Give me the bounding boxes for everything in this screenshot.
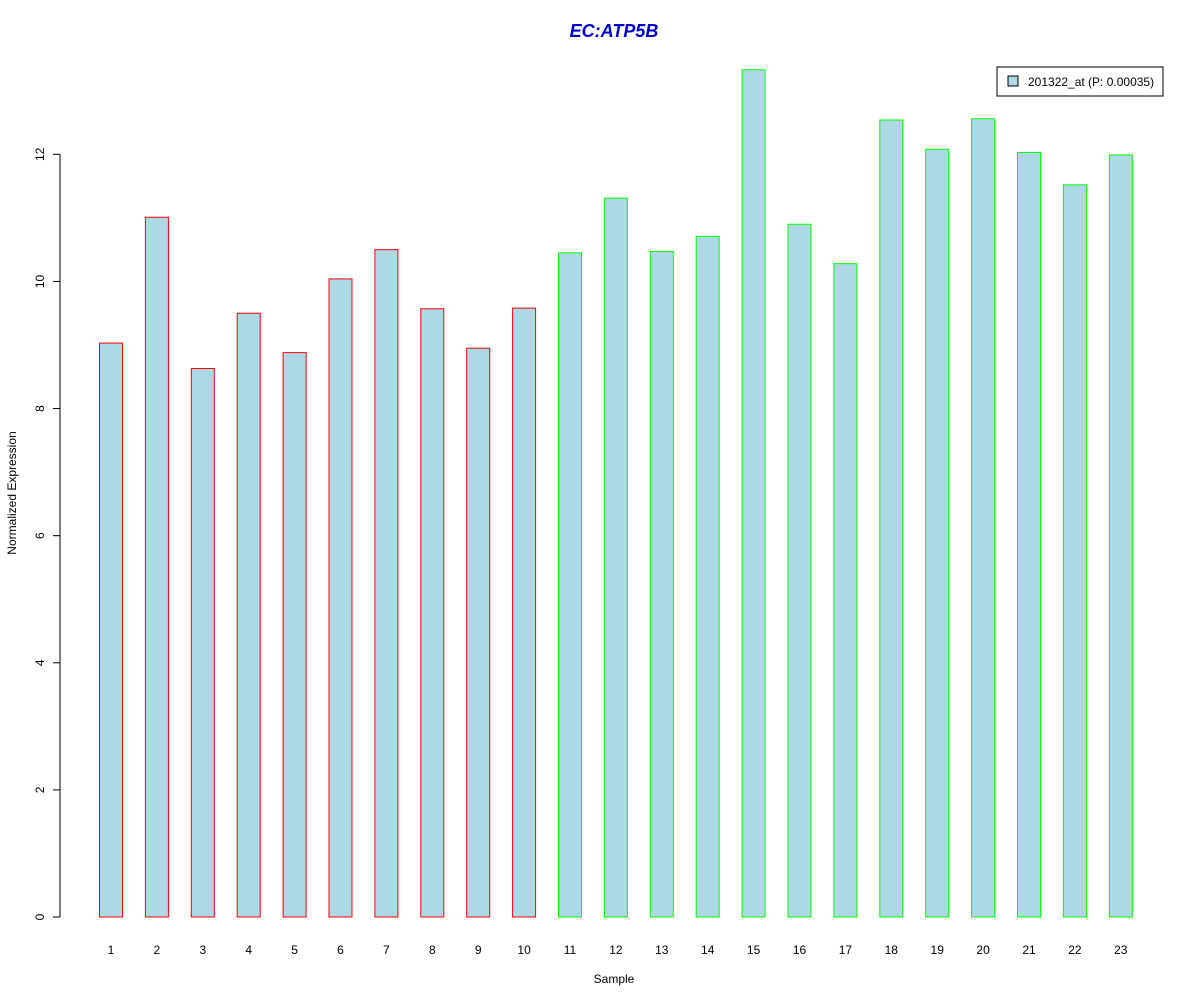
x-tick-label: 23: [1114, 943, 1128, 957]
x-tick-label: 15: [747, 943, 761, 957]
bar: [971, 118, 996, 918]
x-tick-label: 4: [245, 943, 252, 957]
x-tick-label: 7: [383, 943, 390, 957]
y-tick-label: 2: [33, 786, 47, 793]
x-tick-label: 5: [291, 943, 298, 957]
x-tick-label: 3: [199, 943, 206, 957]
x-tick-label: 16: [793, 943, 807, 957]
x-axis-label: Sample: [594, 972, 635, 986]
bar: [787, 223, 812, 918]
x-tick-label: 13: [655, 943, 669, 957]
bar: [144, 216, 169, 918]
y-tick-label: 12: [33, 147, 47, 161]
x-tick-label: 8: [429, 943, 436, 957]
bar: [649, 251, 674, 918]
bar: [99, 342, 123, 918]
x-tick-label: 18: [885, 943, 899, 957]
y-tick-label: 0: [33, 913, 47, 920]
x-tick-label: 6: [337, 943, 344, 957]
y-axis: 0 2 4 6 8 10 12: [33, 147, 61, 920]
bars-group: [99, 69, 1133, 918]
x-tick-label: 10: [517, 943, 531, 957]
bar: [1108, 154, 1133, 918]
bar: [282, 352, 307, 918]
bar: [236, 312, 261, 918]
y-tick-label: 6: [33, 532, 47, 539]
x-tick-label: 21: [1022, 943, 1036, 957]
x-tick-label: 11: [564, 943, 577, 957]
bar: [420, 308, 445, 918]
x-tick-label: 12: [609, 943, 623, 957]
bar: [833, 263, 858, 918]
bar: [374, 249, 399, 918]
x-tick-label: 17: [839, 943, 853, 957]
y-axis-label: Normalized Expression: [5, 431, 19, 554]
legend-swatch: [1007, 75, 1019, 87]
bar: [328, 278, 353, 918]
y-tick-label: 4: [33, 659, 47, 666]
bar: [558, 252, 582, 918]
x-tick-label: 1: [108, 943, 115, 957]
bar: [1062, 184, 1087, 918]
x-tick-labels: 1 2 3 4 5 6 7 8 9 10 11 12 13 14 15 16 17 18 19 20 21 22 23: [108, 943, 1128, 957]
chart-title: EC:ATP5B: [570, 21, 659, 41]
bar: [512, 307, 537, 918]
bar: [190, 368, 215, 918]
bar: [879, 119, 904, 918]
bar: [466, 347, 491, 918]
bar: [695, 235, 720, 918]
legend-box: [996, 66, 1164, 97]
legend-label: 201322_at (P: 0.00035): [1028, 75, 1154, 89]
y-tick-label: 10: [33, 274, 47, 288]
x-tick-label: 22: [1068, 943, 1082, 957]
y-tick-label: 8: [33, 405, 47, 412]
x-tick-label: 9: [475, 943, 482, 957]
x-tick-label: 2: [154, 943, 161, 957]
x-tick-label: 20: [976, 943, 990, 957]
bar: [603, 197, 628, 918]
x-tick-label: 14: [701, 943, 715, 957]
bar: [925, 148, 950, 918]
x-tick-label: 19: [931, 943, 945, 957]
legend: 201322_at (P: 0.00035): [996, 66, 1164, 97]
bar: [1017, 151, 1041, 918]
bar: [741, 69, 766, 918]
